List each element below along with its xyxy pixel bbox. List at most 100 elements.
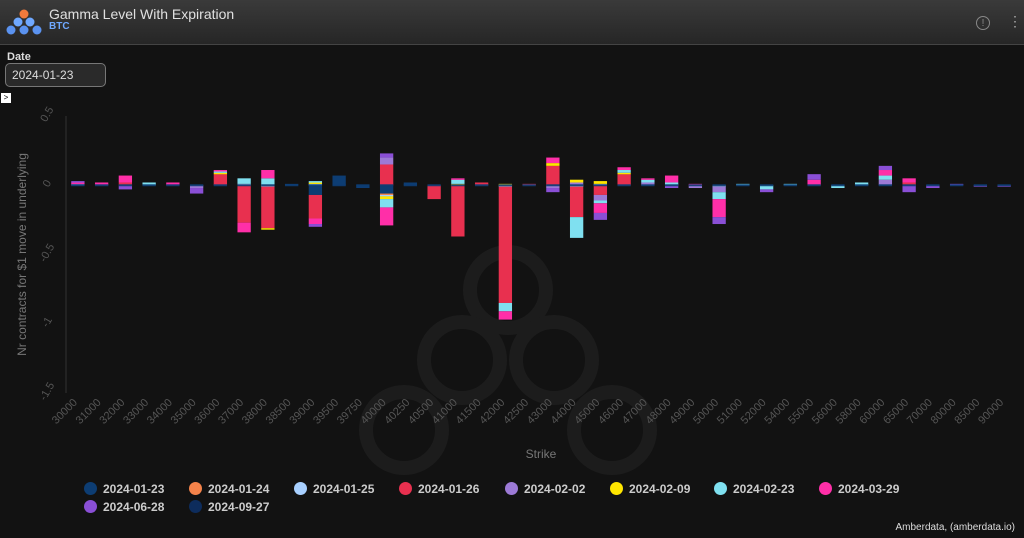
legend-item[interactable]: 2024-01-24	[189, 482, 269, 496]
bar-segment[interactable]	[546, 188, 560, 193]
bar-segment[interactable]	[712, 192, 726, 200]
bar-segment[interactable]	[546, 185, 560, 189]
bar-segment[interactable]	[546, 165, 560, 186]
bar-segment[interactable]	[641, 182, 655, 186]
bar-segment[interactable]	[593, 185, 608, 195]
expand-sidebar-button[interactable]: >	[1, 93, 11, 103]
bar-segment[interactable]	[379, 194, 394, 197]
bar-segment[interactable]	[427, 185, 441, 200]
bar-segment[interactable]	[118, 175, 133, 183]
bar-segment[interactable]	[379, 153, 394, 158]
bar-segment[interactable]	[664, 175, 679, 183]
bar-segment[interactable]	[213, 174, 228, 186]
bar-segment[interactable]	[759, 189, 774, 193]
bar-segment[interactable]	[237, 222, 251, 233]
bar-segment[interactable]	[213, 171, 228, 173]
bar-segment[interactable]	[807, 179, 821, 186]
bar-segment[interactable]	[641, 179, 655, 183]
bar-segment[interactable]	[926, 185, 940, 189]
legend-item[interactable]: 2024-01-23	[84, 482, 164, 496]
bar-segment[interactable]	[569, 186, 584, 218]
bar-segment[interactable]	[308, 182, 323, 184]
bar-segment[interactable]	[902, 185, 916, 193]
bar-segment[interactable]	[261, 228, 275, 230]
bar-segment[interactable]	[831, 185, 845, 189]
bar-segment[interactable]	[546, 157, 560, 164]
bar-segment[interactable]	[593, 212, 608, 220]
legend-item[interactable]: 2024-09-27	[189, 500, 269, 514]
bar-segment[interactable]	[712, 186, 726, 193]
bar-segment[interactable]	[379, 164, 394, 186]
legend-item[interactable]: 2024-01-26	[399, 482, 479, 496]
bar-segment[interactable]	[118, 185, 133, 190]
bar-segment[interactable]	[71, 181, 85, 183]
bar-segment[interactable]	[546, 163, 560, 166]
bar-segment[interactable]	[379, 207, 394, 226]
bar-segment[interactable]	[617, 172, 631, 175]
legend-item[interactable]: 2024-02-09	[610, 482, 690, 496]
bar-segment[interactable]	[569, 182, 584, 186]
bar-segment[interactable]	[664, 185, 679, 189]
bar-segment[interactable]	[118, 182, 133, 186]
bar-segment[interactable]	[902, 182, 916, 186]
bar-segment[interactable]	[237, 185, 251, 223]
legend-item[interactable]: 2024-06-28	[84, 500, 164, 514]
bar-segment[interactable]	[189, 188, 204, 194]
bar-segment[interactable]	[379, 196, 394, 200]
bar-segment[interactable]	[308, 194, 323, 219]
bar-segment[interactable]	[261, 186, 275, 229]
bar-segment[interactable]	[94, 182, 109, 186]
bar-segment[interactable]	[261, 170, 275, 179]
bar-segment[interactable]	[332, 175, 346, 186]
legend-item[interactable]: 2024-02-02	[505, 482, 585, 496]
bar-segment[interactable]	[379, 199, 394, 208]
bar-segment[interactable]	[403, 182, 418, 186]
bar-segment[interactable]	[593, 181, 608, 184]
bar-segment[interactable]	[261, 178, 275, 186]
bar-segment[interactable]	[902, 178, 916, 183]
bar-segment[interactable]	[664, 182, 679, 186]
bar-segment[interactable]	[356, 185, 370, 189]
legend-item[interactable]: 2024-01-25	[294, 482, 374, 496]
bar-segment[interactable]	[308, 218, 323, 225]
more-vertical-icon[interactable]: ⋮	[1008, 13, 1022, 29]
bar-segment[interactable]	[379, 193, 394, 196]
bar-segment[interactable]	[379, 185, 394, 194]
legend-item[interactable]: 2024-03-29	[819, 482, 899, 496]
bar-segment[interactable]	[617, 170, 631, 173]
bar-segment[interactable]	[878, 170, 893, 176]
bar-segment[interactable]	[878, 179, 893, 186]
legend-item[interactable]: 2024-02-23	[714, 482, 794, 496]
bar-segment[interactable]	[498, 186, 513, 303]
bar-segment[interactable]	[569, 217, 584, 238]
bar-segment[interactable]	[237, 178, 251, 184]
bar-segment[interactable]	[878, 165, 893, 171]
bar-segment[interactable]	[593, 203, 608, 213]
bar-segment[interactable]	[379, 157, 394, 165]
bar-segment[interactable]	[569, 179, 584, 183]
bar-segment[interactable]	[451, 179, 465, 184]
bar-segment[interactable]	[308, 181, 323, 183]
bar-segment[interactable]	[617, 167, 631, 171]
bar-segment[interactable]	[213, 172, 228, 175]
bar-segment[interactable]	[451, 178, 465, 180]
bar-segment[interactable]	[498, 311, 513, 320]
info-icon[interactable]: !	[976, 16, 990, 30]
bar-segment[interactable]	[71, 182, 85, 184]
bar-segment[interactable]	[166, 182, 180, 186]
bar-segment[interactable]	[593, 200, 608, 204]
bar-segment[interactable]	[308, 224, 323, 227]
bar-segment[interactable]	[213, 170, 228, 172]
bar-segment[interactable]	[189, 185, 204, 189]
bar-segment[interactable]	[142, 182, 156, 186]
bar-segment[interactable]	[759, 185, 774, 190]
bar-segment[interactable]	[451, 185, 465, 237]
bar-segment[interactable]	[688, 185, 703, 189]
bar-segment[interactable]	[641, 178, 655, 180]
bar-segment[interactable]	[854, 182, 869, 186]
bar-segment[interactable]	[498, 302, 513, 312]
date-input[interactable]: 2024-01-23	[5, 63, 106, 87]
bar-segment[interactable]	[878, 175, 893, 180]
bar-segment[interactable]	[593, 194, 608, 201]
bar-segment[interactable]	[617, 174, 631, 186]
